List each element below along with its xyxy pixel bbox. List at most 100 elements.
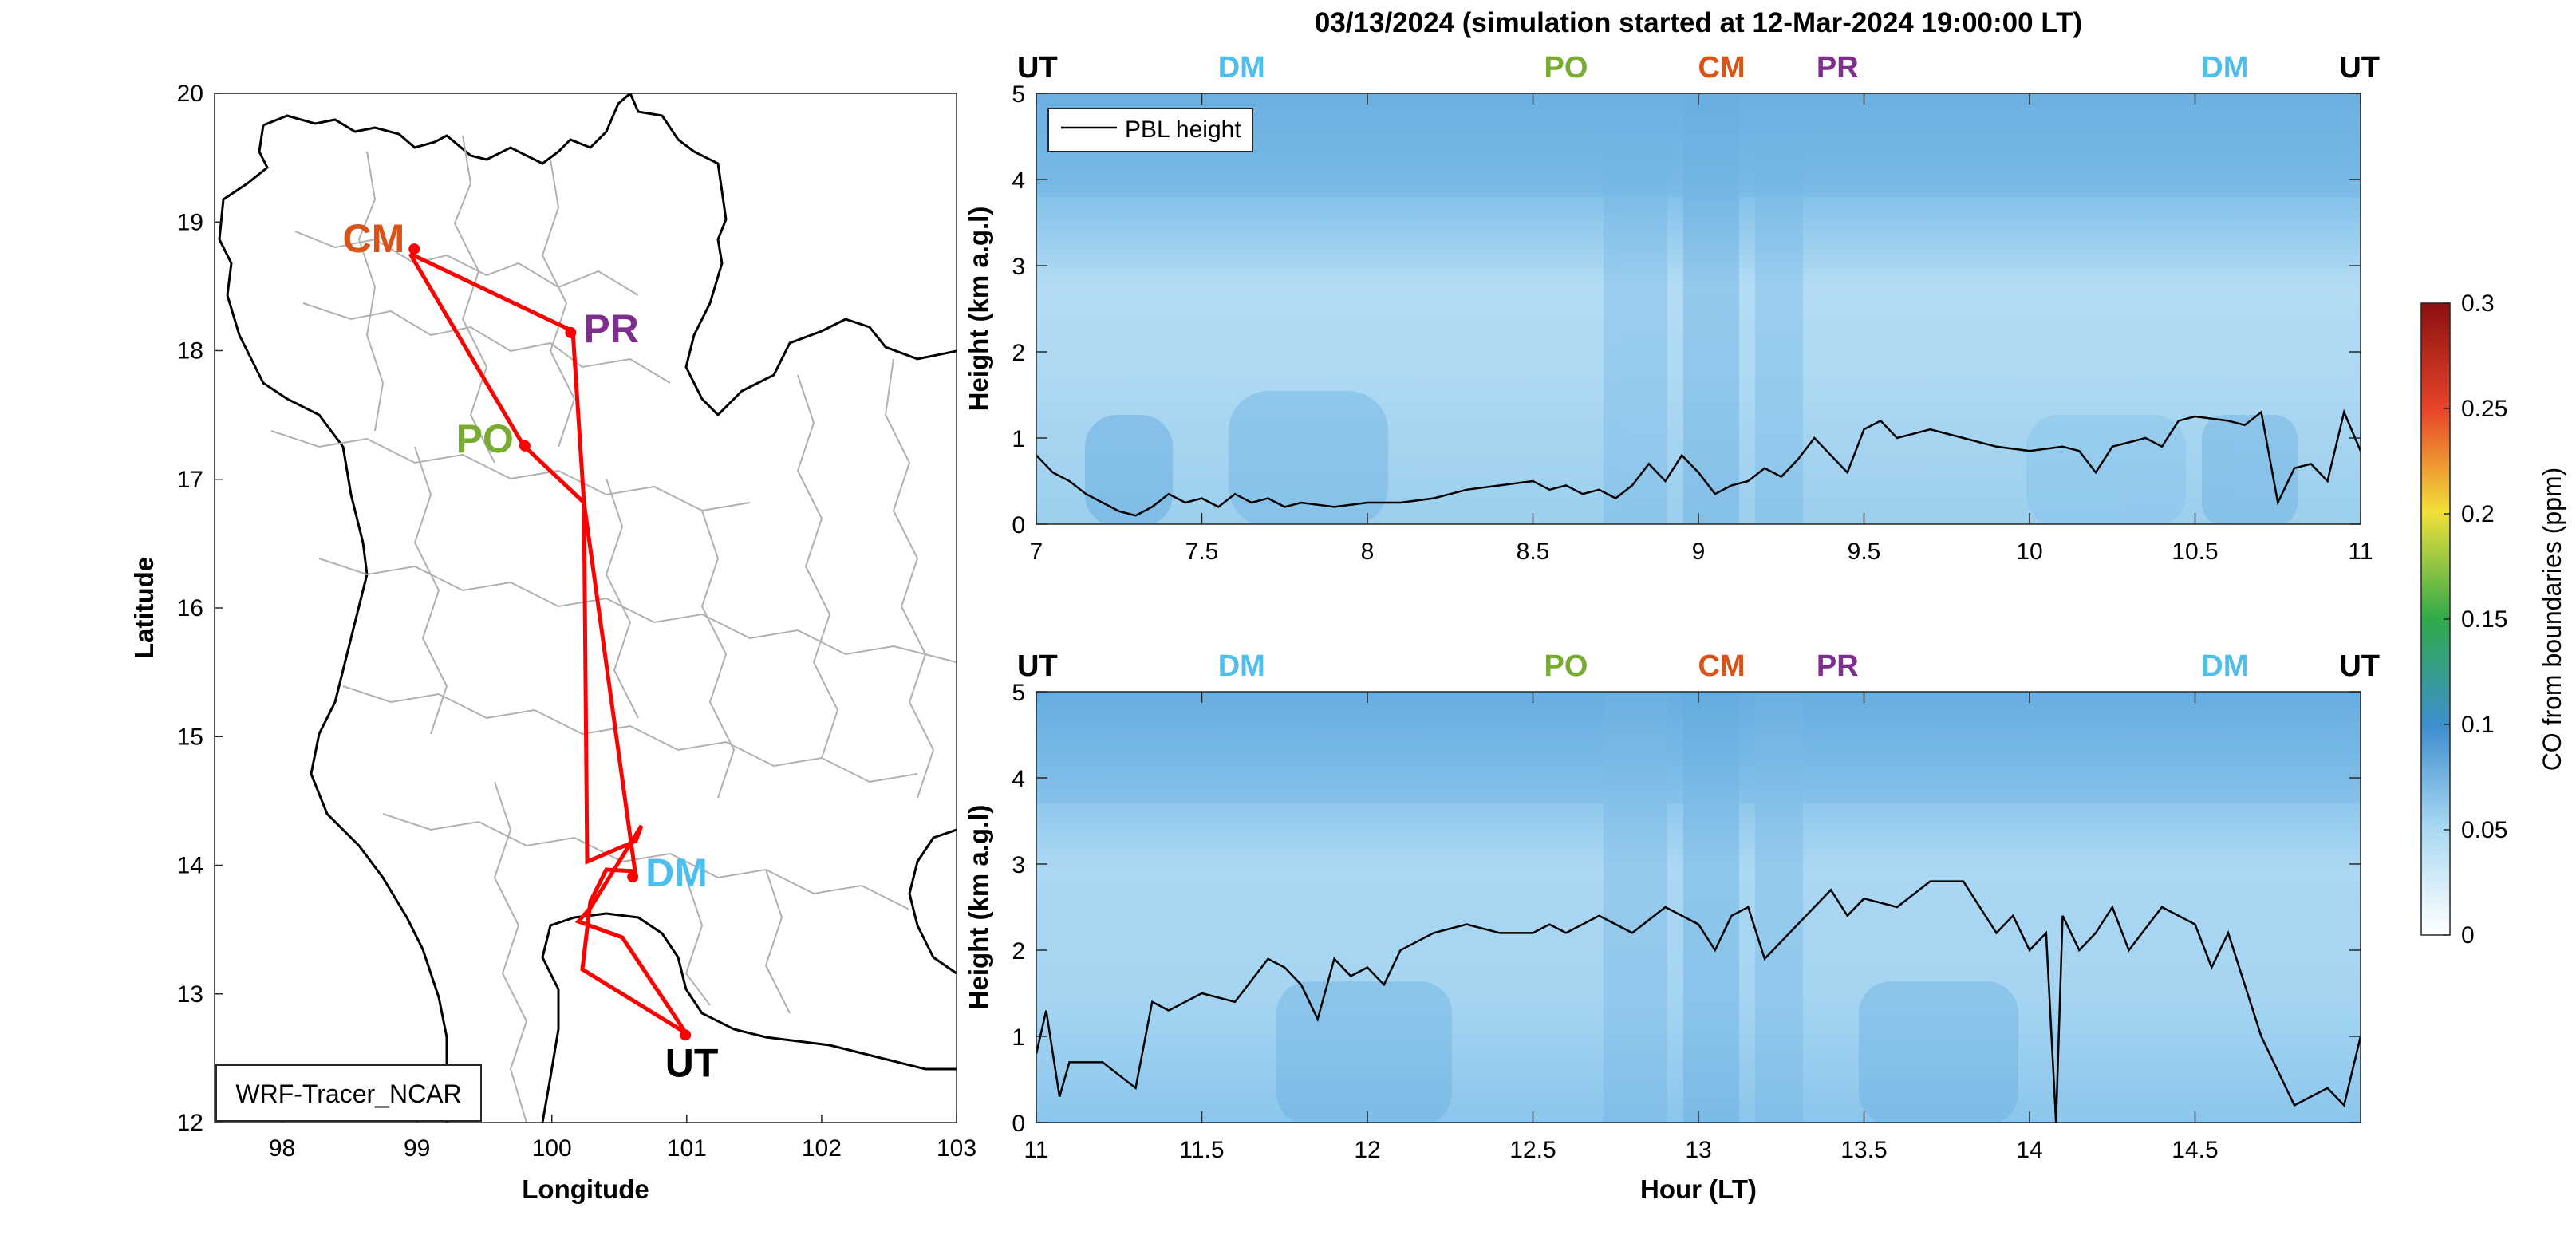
x-tick-label: 8 (1361, 539, 1375, 565)
site-label-cm: CM (1698, 649, 1745, 683)
x-tick-label: 14 (2016, 1137, 2042, 1163)
y-tick-label: 0 (1012, 1111, 1025, 1137)
map-y-tick-label: 13 (177, 981, 203, 1008)
station-marker-dm (627, 871, 639, 883)
map-y-tick-label: 18 (177, 338, 203, 365)
bottom-y-ticks: 0 1 2 3 4 5 (1012, 680, 2361, 1137)
colorbar-label: CO from boundaries (ppm) (2538, 468, 2566, 771)
station-marker-po (519, 440, 531, 452)
top-x-ticks: 7 7.5 8 8.5 9 9.5 10 10.5 11 (1030, 93, 2373, 565)
site-label-ut: UT (2339, 649, 2380, 683)
map-y-ticks: 12 13 14 15 16 17 18 19 20 (177, 81, 223, 1136)
top-y-ticks: 0 1 2 3 4 5 (1012, 81, 2361, 539)
y-tick-label: 4 (1012, 766, 1025, 792)
map-stations: CM PR PO DM UT (342, 216, 718, 1085)
flight-route (408, 251, 688, 1036)
site-label-pr: PR (1817, 649, 1859, 683)
eastern-border (908, 828, 957, 975)
map-panel: CM PR PO DM UT 98 99 100 101 102 103 12 13 14 15 16 17… (129, 81, 976, 1204)
x-tick-label: 12 (1354, 1137, 1380, 1163)
x-tick-label: 7 (1030, 539, 1043, 565)
colorbar-tick-label: 0 (2461, 922, 2475, 949)
station-label-dm: DM (645, 850, 708, 895)
station-marker-pr (565, 326, 577, 338)
x-tick-label: 12.5 (1509, 1137, 1556, 1163)
y-tick-label: 1 (1012, 426, 1025, 452)
site-label-po: PO (1544, 51, 1588, 85)
x-tick-label: 13.5 (1840, 1137, 1887, 1163)
station-label-cm: CM (342, 216, 404, 261)
map-x-tick-label: 100 (532, 1135, 572, 1162)
station-marker-cm (408, 243, 420, 255)
top-heatmap-field (1036, 93, 2361, 524)
map-x-tick-label: 98 (269, 1135, 295, 1162)
x-tick-label: 10 (2016, 539, 2042, 565)
y-tick-label: 5 (1012, 680, 1025, 706)
map-y-axis-label: Latitude (129, 557, 159, 659)
map-y-tick-label: 15 (177, 724, 203, 750)
x-tick-label: 10.5 (2172, 539, 2218, 565)
map-x-tick-label: 99 (404, 1135, 430, 1162)
bottom-y-axis-label: Height (km a.g.l) (964, 805, 993, 1010)
y-tick-label: 2 (1012, 938, 1025, 965)
map-y-tick-label: 19 (177, 209, 203, 235)
x-tick-label: 9.5 (1848, 539, 1881, 565)
site-label-cm: CM (1698, 51, 1745, 85)
province-borders (270, 135, 957, 1123)
site-label-dm: DM (2201, 649, 2248, 683)
gulf-coast (541, 912, 957, 1123)
site-label-dm: DM (1218, 51, 1265, 85)
map-axes-border (214, 93, 957, 1123)
station-label-ut: UT (665, 1040, 719, 1085)
site-label-po: PO (1544, 649, 1588, 683)
colorbar-tick-label: 0.3 (2461, 290, 2495, 317)
map-y-tick-label: 16 (177, 595, 203, 622)
bottom-pbl-height-line (1036, 880, 2361, 1123)
bottom-x-axis-label: Hour (LT) (1640, 1174, 1757, 1204)
colorbar-tick-label: 0.25 (2461, 396, 2507, 422)
site-label-dm: DM (2201, 51, 2248, 85)
x-tick-label: 13 (1685, 1137, 1711, 1163)
model-label: WRF-Tracer_NCAR (235, 1079, 461, 1108)
top-heatmap-texture (1036, 93, 2361, 524)
map-x-tick-label: 101 (667, 1135, 707, 1162)
model-label-box (215, 1064, 482, 1122)
x-tick-label: 8.5 (1517, 539, 1550, 565)
station-label-pr: PR (583, 306, 638, 351)
colorbar-tick-label: 0.05 (2461, 817, 2507, 843)
top-panel: 7 7.5 8 8.5 9 9.5 10 10.5 11 0 1 2 3 4 5 UT DM PO CM PR DM… (964, 51, 2380, 565)
y-tick-label: 3 (1012, 254, 1025, 280)
map-x-ticks: 98 99 100 101 102 103 (269, 1115, 976, 1162)
pbl-legend: PBL height (1047, 108, 1253, 152)
top-site-labels: UT DM PO CM PR DM UT (1017, 51, 2380, 85)
map-y-tick-label: 17 (177, 467, 203, 493)
coastline (262, 93, 957, 417)
x-tick-label: 14.5 (2172, 1137, 2218, 1163)
top-pbl-height-line (1036, 408, 2361, 517)
map-x-axis-label: Longitude (522, 1174, 649, 1204)
station-marker-ut (680, 1029, 692, 1041)
figure-title: 03/13/2024 (simulation started at 12-Mar… (1315, 7, 2082, 38)
western-border (218, 124, 448, 1123)
bottom-heatmap-field (1036, 692, 2361, 1123)
colorbar: 0 0.05 0.1 0.15 0.2 0.25 0.3 CO from boundarie… (2420, 290, 2566, 949)
x-tick-label: 11 (1024, 1137, 1048, 1163)
colorbar-ticks: 0 0.05 0.1 0.15 0.2 0.25 0.3 (2444, 290, 2507, 949)
map-y-tick-label: 14 (177, 853, 203, 879)
y-tick-label: 4 (1012, 168, 1025, 194)
x-tick-label: 11 (2348, 539, 2373, 565)
map-y-tick-label: 12 (177, 1110, 203, 1136)
site-label-pr: PR (1817, 51, 1859, 85)
colorbar-tick-label: 0.2 (2461, 501, 2495, 527)
x-tick-label: 9 (1692, 539, 1706, 565)
map-y-tick-label: 20 (177, 81, 203, 107)
station-label-po: PO (456, 416, 514, 461)
pbl-legend-box (1047, 108, 1253, 152)
colorbar-tick-label: 0.1 (2461, 712, 2495, 738)
bottom-x-ticks: 11 11.5 12 12.5 13 13.5 14 14.5 (1024, 692, 2219, 1163)
bottom-heatmap-texture (1036, 692, 2361, 1123)
colorbar-tick-label: 0.15 (2461, 606, 2507, 633)
y-tick-label: 1 (1012, 1024, 1025, 1051)
